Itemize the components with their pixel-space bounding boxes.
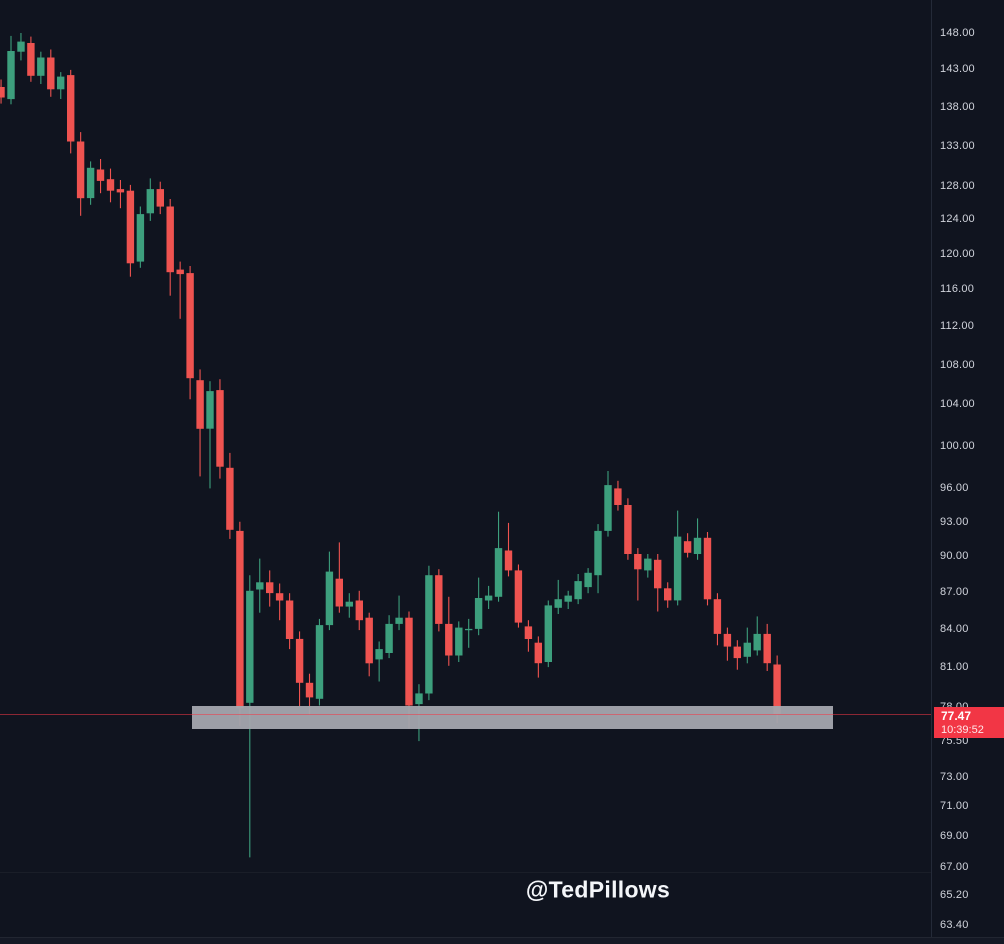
last-price-value: 77.47: [941, 709, 972, 723]
price-tick-label: 69.00: [940, 829, 969, 842]
price-tick-label: 71.00: [940, 799, 969, 812]
price-tick-label: 112.00: [940, 320, 975, 333]
price-tick-label: 84.00: [940, 622, 969, 635]
price-tick-label: 96.00: [940, 482, 969, 495]
price-tick-label: 100.00: [940, 439, 975, 452]
last-price-line: [0, 714, 931, 715]
price-tick-label: 90.00: [940, 550, 969, 563]
price-tick-label: 138.00: [940, 100, 975, 113]
price-tick-label: 120.00: [940, 247, 975, 260]
price-tick-label: 73.00: [940, 770, 969, 783]
price-tick-label: 65.20: [940, 889, 969, 902]
time-axis-edge: [0, 937, 1004, 944]
watermark-text: @TedPillows: [525, 876, 671, 903]
price-tick-label: 87.00: [940, 586, 969, 598]
support-zone-drawing[interactable]: [192, 706, 833, 730]
price-tick-label: 128.00: [940, 179, 975, 192]
price-tick-label: 124.00: [940, 213, 975, 226]
price-tick-label: 104.00: [940, 398, 975, 411]
pane-divider-line: [0, 872, 1004, 873]
candlestick-series: [0, 33, 781, 858]
price-tick-label: 93.00: [940, 515, 969, 528]
price-axis[interactable]: 148.00 143.00 138.00 133.00 128.00 124.00 120.…: [931, 0, 1004, 944]
price-tick-label: 75.50: [940, 735, 969, 748]
price-tick-label: 67.00: [940, 860, 969, 873]
price-tick-label: 81.00: [940, 661, 969, 674]
price-tick-label: 108.00: [940, 358, 975, 371]
price-tick-label: 143.00: [940, 63, 975, 76]
bar-countdown-timer: 10:39:52: [941, 724, 984, 736]
price-tick-label: 63.40: [940, 918, 969, 931]
price-tick-label: 133.00: [940, 139, 975, 152]
price-tick-label: 148.00: [940, 27, 975, 39]
last-price-badge: 77.47 10:39:52: [934, 707, 1004, 738]
price-tick-label: 116.00: [940, 283, 975, 296]
